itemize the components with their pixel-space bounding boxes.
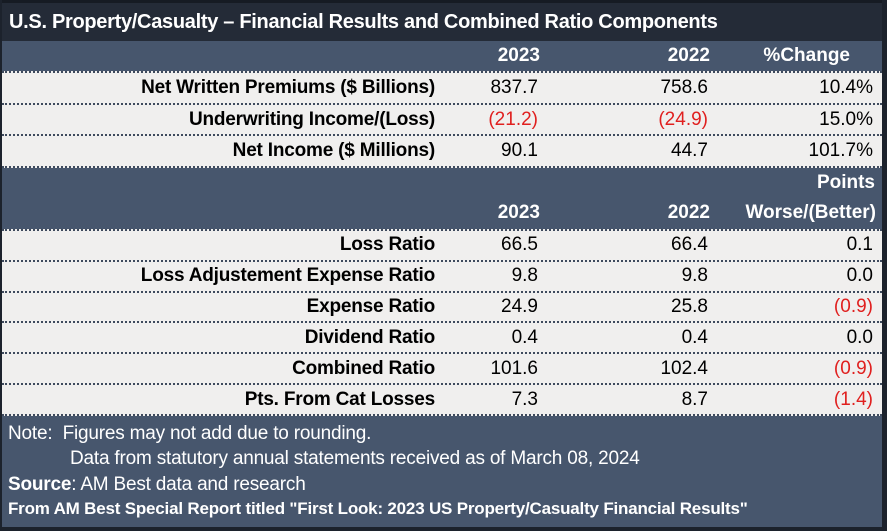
row-label: Net Income ($ Millions) [232,140,436,162]
value-change: 101.7% [808,140,873,162]
value-2022: 66.4 [671,234,708,256]
source-line: Source: AM Best data and research [8,474,876,496]
value-change: (0.9) [833,296,873,318]
row-label: Dividend Ratio [304,326,435,348]
note-line-2: Data from statutory annual statements re… [70,448,640,470]
value-2023: 24.9 [501,296,538,318]
value-2023: 0.4 [511,326,538,348]
value-change: (0.9) [833,357,873,379]
value-change: (1.4) [833,388,873,410]
value-2023: 837.7 [490,76,538,98]
financials-rows: Net Written Premiums ($ Billions) 837.7 … [2,71,882,169]
value-2022: 758.6 [660,76,708,98]
value-change: 0.1 [846,234,873,256]
value-2023: 66.5 [501,234,538,256]
value-2023: 90.1 [501,140,538,162]
value-change: 15.0% [819,108,873,130]
table-row: Dividend Ratio 0.4 0.4 0.0 [2,323,882,355]
header-points: Points [816,171,875,193]
value-2022: 9.8 [681,265,708,287]
value-2023: (21.2) [488,108,538,130]
table-row: Pts. From Cat Losses 7.3 8.7 (1.4) [2,385,882,416]
header-2023: 2023 [497,202,540,223]
financials-header-row: 2023 2022 %Change [2,41,882,71]
value-2022: 102.4 [660,357,708,379]
report-title-line: From AM Best Special Report titled "Firs… [8,499,748,519]
table-row: Combined Ratio 101.6 102.4 (0.9) [2,354,882,386]
row-label: Pts. From Cat Losses [244,388,435,410]
ratios-header-row: Points 2023 2022 Worse/(Better) [2,168,882,229]
value-change: 0.0 [846,265,873,287]
table-row: Net Written Premiums ($ Billions) 837.7 … [2,73,882,105]
value-change: 10.4% [819,76,873,98]
header-worse-better: Worse/(Better) [745,202,876,223]
note-line-1: Note: Figures may not add due to roundin… [8,422,372,444]
value-2023: 7.3 [511,388,538,410]
row-label: Net Written Premiums ($ Billions) [141,76,435,98]
row-label: Loss Ratio [339,234,435,256]
header-2022: 2022 [667,45,710,66]
table-row: Loss Ratio 66.5 66.4 0.1 [2,231,882,262]
table-row: Net Income ($ Millions) 90.1 44.7 101.7% [2,136,882,169]
header-percent-change: %Change [763,45,850,66]
source-label: Source [8,473,72,495]
page-title: U.S. Property/Casualty – Financial Resul… [2,0,882,41]
source-text: : AM Best data and research [71,473,306,495]
row-label: Underwriting Income/(Loss) [188,108,435,130]
table-row: Expense Ratio 24.9 25.8 (0.9) [2,292,882,324]
value-2022: 25.8 [671,296,708,318]
value-change: 0.0 [846,326,873,348]
table-row: Loss Adjustement Expense Ratio 9.8 9.8 0… [2,261,882,293]
header-2023: 2023 [497,45,540,66]
value-2022: (24.9) [658,108,708,130]
value-2023: 9.8 [511,265,538,287]
value-2022: 44.7 [671,140,708,162]
value-2022: 8.7 [681,388,708,410]
row-label: Loss Adjustement Expense Ratio [140,265,435,287]
footnotes: Note: Figures may not add due to roundin… [2,416,882,527]
value-2023: 101.6 [490,357,538,379]
ratios-rows: Loss Ratio 66.5 66.4 0.1 Loss Adjustemen… [2,229,882,416]
header-2022: 2022 [667,202,710,223]
row-label: Combined Ratio [292,357,435,379]
value-2022: 0.4 [681,326,708,348]
row-label: Expense Ratio [306,296,436,318]
table-row: Underwriting Income/(Loss) (21.2) (24.9)… [2,104,882,137]
